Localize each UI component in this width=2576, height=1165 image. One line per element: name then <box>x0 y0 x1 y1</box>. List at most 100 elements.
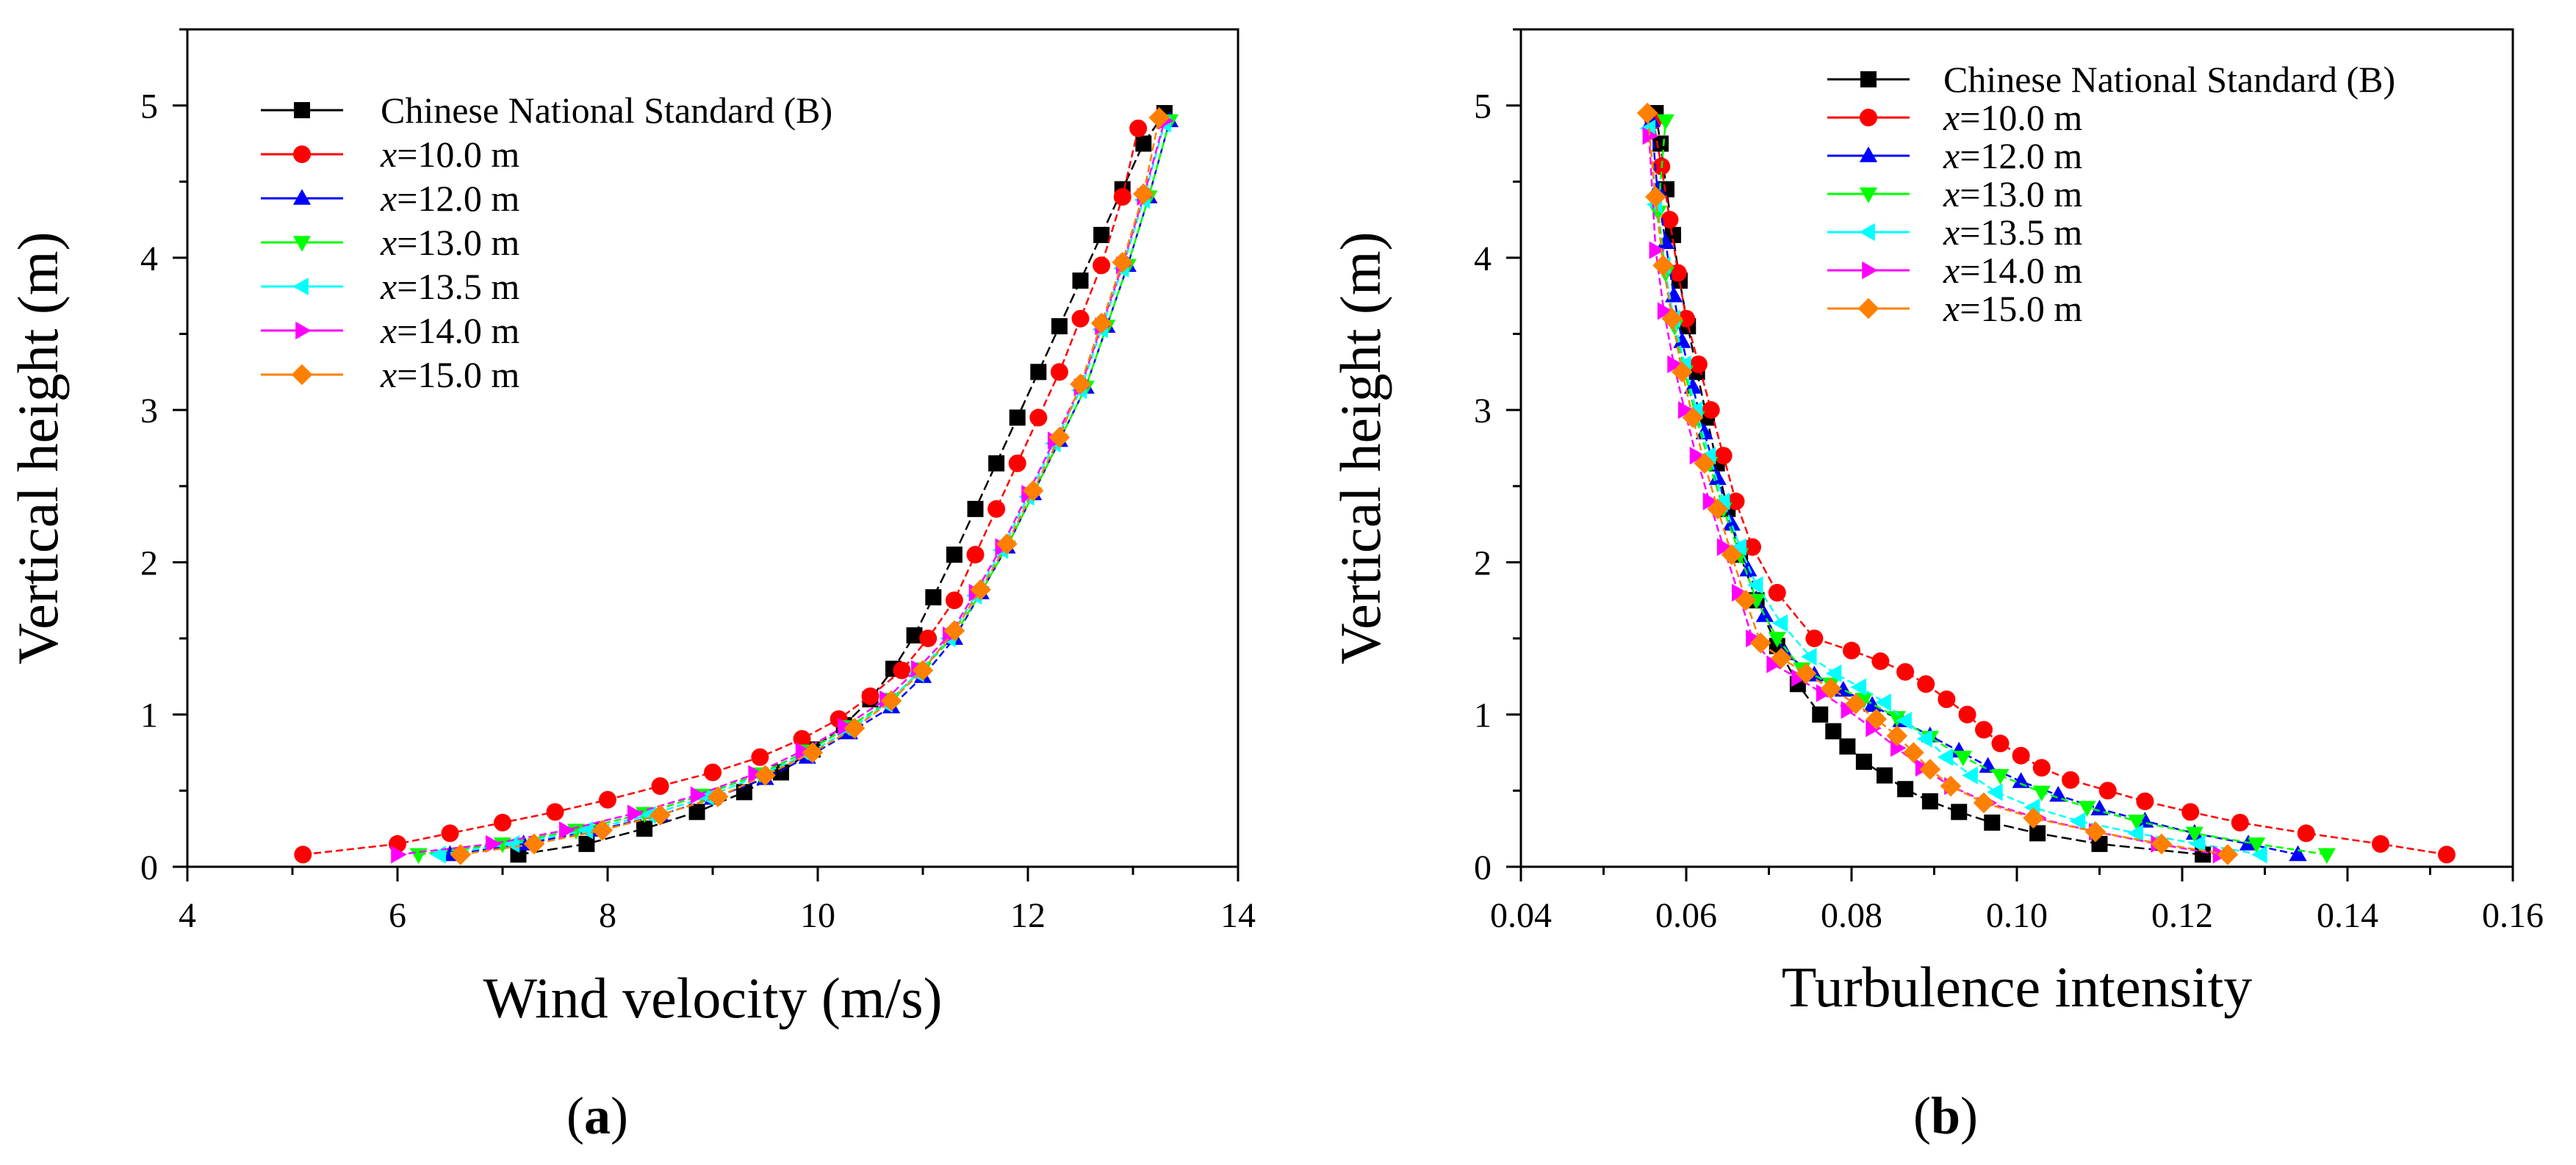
y-tick-label: 2 <box>140 544 158 582</box>
data-point <box>1866 719 1882 737</box>
legend-marker <box>291 364 313 386</box>
data-point <box>1917 675 1935 693</box>
legend-marker <box>294 102 310 118</box>
data-point <box>1048 427 1071 448</box>
data-point <box>802 742 824 763</box>
data-point <box>2069 812 2086 830</box>
data-point <box>1768 583 1786 602</box>
data-point <box>1766 655 1782 674</box>
series-line-5 <box>397 120 1166 856</box>
data-point <box>1732 583 1748 602</box>
data-point <box>793 729 811 748</box>
x-tick-label: 6 <box>389 896 406 935</box>
data-point <box>945 591 963 610</box>
data-point <box>1749 632 1771 654</box>
data-point <box>1845 693 1866 715</box>
data-point <box>1825 723 1842 740</box>
y-tick-label: 5 <box>140 87 158 126</box>
data-point <box>2127 824 2143 843</box>
data-point <box>1812 706 1829 723</box>
data-point <box>751 748 769 766</box>
data-point <box>2289 845 2307 862</box>
data-point <box>861 687 879 705</box>
data-point <box>690 786 707 804</box>
data-point <box>1713 492 1730 511</box>
data-point <box>2012 746 2030 765</box>
data-point <box>2181 803 2200 821</box>
data-point <box>2032 759 2051 777</box>
data-point <box>1730 538 1746 556</box>
legend-entry-label: x=10.0 m <box>1943 97 2082 138</box>
data-point <box>1636 102 1658 124</box>
data-point <box>599 790 616 809</box>
data-point <box>1707 498 1729 520</box>
data-point <box>2012 772 2030 788</box>
data-point <box>2078 801 2096 817</box>
data-point <box>2128 815 2146 831</box>
x-axis-title: Turbulence intensity <box>1782 955 2253 1019</box>
panel-label-a: (a) <box>566 1086 628 1145</box>
data-point <box>1820 678 1842 699</box>
data-point <box>967 500 984 517</box>
data-point <box>688 804 705 820</box>
data-point <box>1673 332 1691 348</box>
data-point <box>651 777 669 796</box>
data-point <box>1896 663 1915 681</box>
data-point <box>1816 684 1832 702</box>
data-point <box>2251 845 2267 864</box>
data-point <box>1903 742 1924 763</box>
data-point <box>1665 226 1681 243</box>
data-point <box>1642 126 1659 145</box>
data-point <box>1695 423 1713 440</box>
y-tick-label: 1 <box>140 696 158 735</box>
data-point <box>1072 273 1089 289</box>
data-point <box>1129 119 1148 137</box>
data-point <box>925 589 942 606</box>
panel-label-b: (b) <box>1913 1086 1978 1145</box>
y-tick-label: 5 <box>1474 87 1492 126</box>
x-tick-label: 10 <box>800 896 835 935</box>
data-point <box>1090 312 1112 334</box>
data-point <box>698 787 714 806</box>
data-point <box>1022 480 1044 502</box>
data-point <box>1652 135 1669 152</box>
series-layer <box>294 105 1179 865</box>
series-line-0 <box>518 112 1165 856</box>
data-point <box>294 845 312 864</box>
data-point <box>391 845 407 864</box>
y-tick-label: 0 <box>1474 848 1492 887</box>
data-point <box>1113 188 1132 206</box>
data-point <box>510 846 527 863</box>
data-point <box>1051 318 1068 335</box>
data-point <box>704 763 722 782</box>
data-point <box>650 804 671 826</box>
data-point <box>2023 807 2044 829</box>
data-point <box>1795 663 1817 685</box>
data-point <box>795 742 812 760</box>
data-point <box>755 765 776 786</box>
x-tick-label: 0.06 <box>1655 896 1717 935</box>
data-point <box>1667 355 1683 374</box>
data-point <box>1940 775 1962 797</box>
data-point <box>1112 251 1133 273</box>
data-point <box>1702 492 1719 511</box>
legend-entry-label: x=12.0 m <box>1943 135 2082 176</box>
data-point <box>2084 821 2107 843</box>
data-point <box>2372 834 2389 853</box>
data-point <box>1702 401 1720 419</box>
data-point <box>1656 233 1674 249</box>
legend-marker <box>1862 261 1878 280</box>
y-axis-title: Vertical height (m) <box>1328 231 1392 664</box>
data-point <box>1888 711 1906 727</box>
data-point <box>1708 469 1727 486</box>
data-point <box>1649 241 1666 259</box>
data-point <box>2098 782 2117 800</box>
legend-entry-label: Chinese National Standard (B) <box>381 90 832 131</box>
data-point <box>1050 363 1068 381</box>
data-point <box>1854 693 1873 709</box>
data-point <box>1984 814 2001 831</box>
data-point <box>2189 834 2206 854</box>
data-point <box>1921 793 1938 809</box>
data-point <box>1093 226 1110 243</box>
